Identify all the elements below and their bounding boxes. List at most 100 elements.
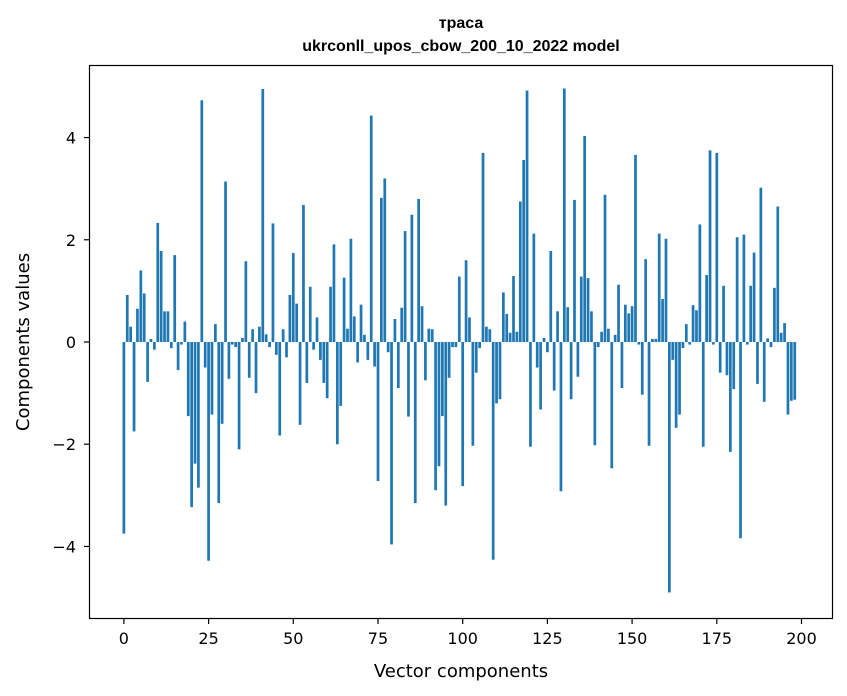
bar: [359, 304, 363, 342]
bar: [332, 244, 336, 342]
bar: [515, 331, 519, 342]
bar: [759, 187, 763, 342]
y-tick-label: 2: [66, 231, 76, 250]
bar: [502, 292, 505, 342]
bar: [295, 303, 299, 342]
bar: [617, 284, 620, 342]
bar: [613, 334, 617, 342]
bar: [285, 342, 288, 358]
bar: [637, 342, 641, 345]
bar: [234, 342, 238, 348]
bar: [264, 334, 268, 342]
x-tick-label: 0: [119, 629, 129, 648]
bar: [512, 276, 515, 342]
bar: [525, 90, 529, 342]
bar: [291, 253, 295, 342]
bar: [352, 316, 356, 342]
bar: [373, 342, 376, 367]
bar: [230, 342, 234, 345]
bar: [688, 342, 692, 345]
bar: [390, 342, 393, 545]
bar: [640, 342, 644, 395]
bar: [186, 342, 190, 417]
bar: [424, 342, 427, 381]
bar: [346, 328, 349, 342]
bar: [684, 324, 688, 342]
bar: [491, 342, 495, 560]
bar: [220, 342, 224, 424]
bar: [739, 342, 742, 539]
bar: [718, 342, 722, 373]
bar: [454, 342, 458, 348]
bar: [783, 323, 786, 342]
bar: [410, 214, 414, 342]
bar: [793, 342, 797, 400]
bar: [488, 329, 492, 342]
bar: [546, 342, 549, 353]
x-tick-label: 125: [532, 629, 563, 648]
bar: [573, 199, 576, 342]
bar: [674, 342, 678, 428]
bar: [722, 285, 725, 342]
bar: [420, 306, 424, 342]
bar: [610, 342, 614, 469]
bar: [227, 342, 231, 379]
bar: [735, 237, 739, 342]
bar: [447, 342, 451, 378]
bar: [657, 233, 661, 342]
bar: [498, 342, 502, 400]
bar: [281, 329, 285, 342]
bar: [552, 342, 556, 391]
bar: [441, 342, 444, 417]
bar: [664, 238, 668, 342]
bar: [312, 342, 315, 350]
bar: [539, 342, 542, 410]
bar: [176, 342, 180, 371]
bar: [329, 286, 332, 342]
bar: [651, 338, 654, 342]
bar: [451, 342, 454, 348]
bar: [607, 328, 610, 342]
bar: [786, 342, 790, 415]
bar: [668, 342, 671, 593]
bar: [203, 342, 207, 368]
bar: [380, 197, 383, 342]
bar: [789, 342, 793, 401]
bar: [732, 342, 736, 390]
bar: [400, 307, 404, 342]
chart-subtitle: ukrconll_upos_cbow_200_10_2022 model: [302, 38, 619, 55]
bar: [583, 136, 587, 342]
y-axis-ticks: −4 −2 0 2 4: [52, 129, 90, 556]
bar: [559, 342, 563, 492]
bar: [403, 231, 407, 342]
x-tick-label: 150: [617, 629, 648, 648]
bar: [495, 342, 498, 404]
bar: [471, 342, 475, 446]
chart-title: траса: [439, 15, 484, 32]
bar: [125, 294, 129, 342]
bar: [508, 332, 512, 342]
bar: [180, 342, 183, 345]
bar: [173, 255, 177, 342]
bar: [708, 150, 712, 342]
bar: [136, 308, 139, 342]
bar: [590, 311, 593, 342]
bar: [197, 342, 200, 488]
bar: [386, 342, 390, 353]
plot-frame: [88, 64, 834, 620]
bar: [762, 342, 766, 402]
bar: [681, 342, 685, 349]
bar: [413, 342, 417, 503]
bar: [478, 342, 481, 349]
bar: [779, 332, 783, 342]
bar: [742, 234, 746, 342]
bar: [576, 342, 580, 377]
bar: [169, 342, 173, 349]
bar: [156, 222, 160, 342]
bar: [691, 305, 695, 342]
bar: [142, 293, 146, 342]
x-tick-label: 200: [786, 629, 817, 648]
bar: [393, 319, 397, 342]
bar: [427, 328, 431, 342]
bar: [444, 342, 448, 506]
